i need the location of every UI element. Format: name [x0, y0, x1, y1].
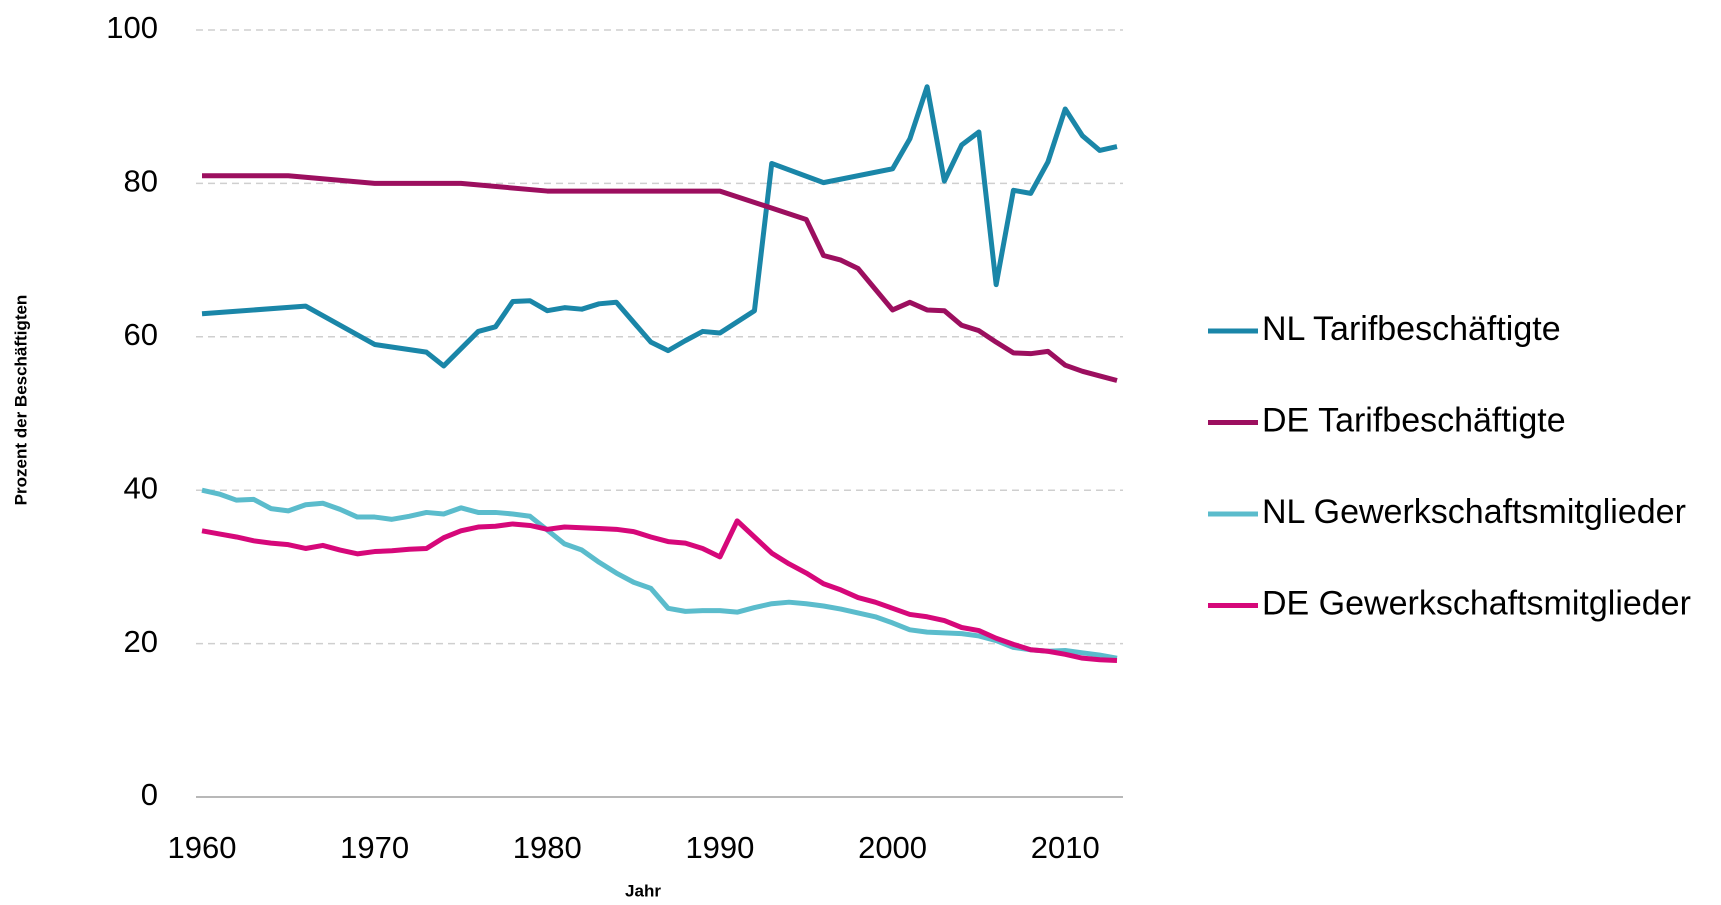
line-series	[201, 487, 1118, 661]
legend-label: DE Tarifbeschäftigte	[1262, 401, 1566, 439]
y-tick-label: 60	[124, 317, 158, 352]
line-series	[201, 84, 1118, 369]
x-tick-label: 1970	[340, 830, 409, 865]
y-axis-label: Prozent der Beschäftigten	[11, 295, 30, 506]
y-tick-label: 20	[124, 624, 158, 659]
y-tick-label: 40	[124, 470, 158, 505]
x-tick-label: 1990	[685, 830, 754, 865]
y-tick-label: 100	[106, 10, 158, 45]
line-series	[202, 173, 1118, 383]
legend-label: NL Tarifbeschäftigte	[1262, 310, 1561, 348]
x-axis-label: Jahr	[625, 881, 661, 900]
line-series	[201, 518, 1118, 663]
y-tick-label: 0	[141, 777, 158, 812]
y-tick-label: 80	[124, 164, 158, 199]
x-tick-label: 2010	[1031, 830, 1100, 865]
x-tick-label: 1980	[513, 830, 582, 865]
x-tick-label: 1960	[168, 830, 237, 865]
x-tick-label: 2000	[858, 830, 927, 865]
legend-label: NL Gewerkschaftsmitglieder	[1262, 493, 1686, 531]
legend-label: DE Gewerkschaftsmitglieder	[1262, 584, 1691, 622]
